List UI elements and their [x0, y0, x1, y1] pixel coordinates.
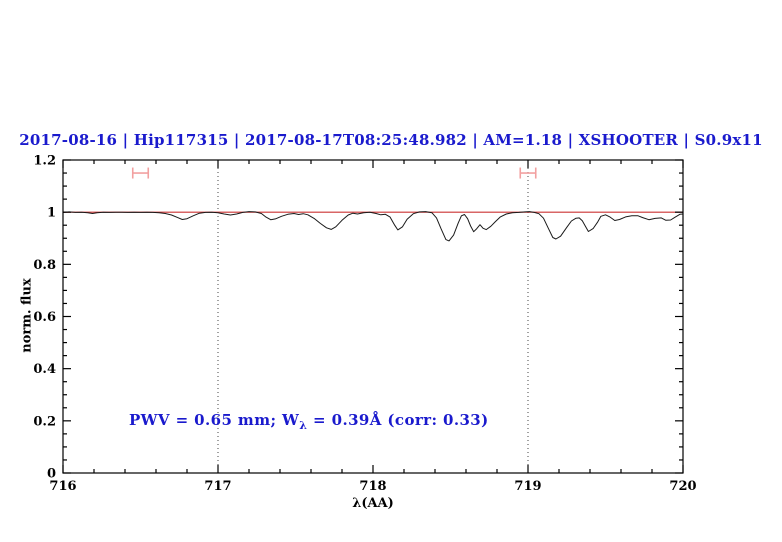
- x-tick-label: 717: [204, 479, 231, 494]
- x-tick-label: 720: [669, 479, 696, 494]
- y-tick-label: 0.6: [33, 310, 56, 325]
- y-tick-label: 1: [47, 206, 56, 221]
- y-tick-label: 0: [47, 467, 56, 482]
- y-tick-label: 1.2: [33, 154, 56, 169]
- pwv-annotation-suffix: = 0.39Å (corr: 0.33): [307, 411, 489, 429]
- x-tick-label: 716: [49, 479, 76, 494]
- y-tick-label: 0.2: [33, 414, 56, 429]
- pwv-annotation: PWV = 0.65 mm; Wλ = 0.39Å (corr: 0.33): [129, 411, 489, 432]
- y-tick-label: 0.4: [33, 362, 56, 377]
- pwv-annotation-prefix: PWV = 0.65 mm; W: [129, 411, 300, 429]
- x-tick-label: 719: [514, 479, 541, 494]
- x-tick-label: 718: [359, 479, 386, 494]
- y-axis-label: norm. flux: [19, 278, 35, 353]
- y-tick-label: 0.8: [33, 258, 56, 273]
- plot-title: 2017-08-16 | Hip117315 | 2017-08-17T08:2…: [19, 131, 763, 149]
- x-axis-label: λ(AA): [352, 496, 394, 511]
- spectrum-curve: [62, 211, 684, 242]
- pwv-annotation-lambda-subscript: λ: [299, 419, 308, 432]
